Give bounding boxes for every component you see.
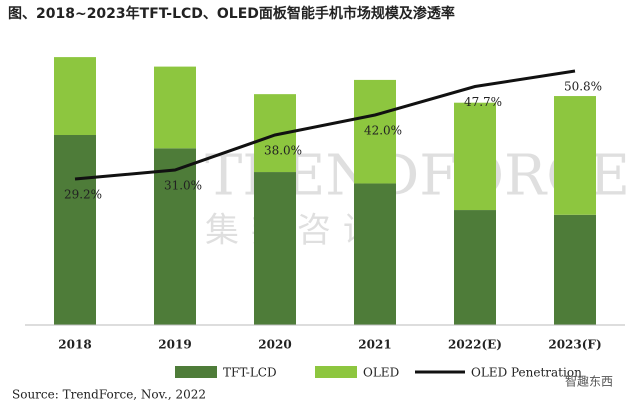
x-tick-label: 2019: [158, 338, 191, 352]
data-label: 47.7%: [464, 95, 502, 109]
bar: [354, 183, 396, 325]
data-label: 50.8%: [564, 80, 602, 94]
legend-swatch: [175, 366, 217, 378]
source: Source: TrendForce, Nov., 2022: [12, 388, 206, 402]
bar: [454, 210, 496, 325]
data-label: 42.0%: [364, 124, 402, 138]
logo: 智趣东西: [565, 374, 613, 389]
data-label: 38.0%: [264, 144, 302, 158]
bar: [154, 148, 196, 325]
bar: [154, 66, 196, 149]
bar: [354, 79, 396, 184]
bar: [254, 172, 296, 325]
bar: [554, 214, 596, 325]
x-tick-label: 2022(E): [448, 338, 502, 352]
x-tick-label: 2018: [58, 338, 91, 352]
data-label: 29.2%: [64, 188, 102, 202]
bar: [54, 135, 96, 325]
legend-label: OLED Penetration: [471, 366, 582, 380]
data-label: 31.0%: [164, 179, 202, 193]
x-tick-label: 2021: [358, 338, 391, 352]
chart-title: 图、2018~2023年TFT-LCD、OLED面板智能手机市场规模及渗透率: [8, 5, 455, 22]
x-tick-label: 2023(F): [548, 338, 601, 352]
bar: [454, 102, 496, 211]
bar: [54, 57, 96, 135]
legend-label: TFT-LCD: [223, 366, 277, 380]
line: [74, 69, 576, 181]
bar: [554, 96, 596, 215]
legend-label: OLED: [363, 366, 399, 380]
legend-swatch: [315, 366, 357, 378]
x-tick-label: 2020: [258, 338, 291, 352]
